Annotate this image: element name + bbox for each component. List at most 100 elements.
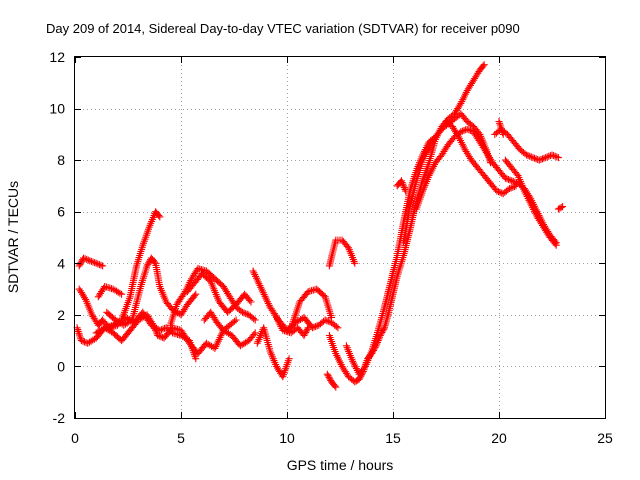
data-point: [499, 130, 507, 138]
data-point: [542, 154, 550, 162]
data-point: [81, 255, 89, 263]
data-point: [158, 333, 166, 341]
data-point: [302, 328, 310, 336]
data-point: [495, 118, 503, 125]
data-point: [323, 370, 331, 378]
data-point: [172, 330, 180, 338]
data-point: [325, 373, 333, 381]
data-point: [79, 337, 87, 345]
data-point: [328, 313, 335, 321]
data-point: [232, 316, 240, 324]
data-point: [449, 135, 457, 142]
data-point: [157, 326, 165, 334]
data-point: [351, 259, 359, 267]
data-point: [559, 203, 567, 211]
data-point: [401, 185, 409, 193]
data-point: [466, 127, 474, 134]
data-point: [462, 116, 470, 124]
data-point: [400, 182, 408, 190]
data-point: [402, 187, 410, 195]
data-point: [496, 119, 504, 127]
data-point: [143, 262, 151, 270]
data-point: [548, 151, 556, 159]
data-point: [87, 257, 95, 265]
data-point: [80, 254, 87, 262]
x-tick-label: 25: [597, 430, 613, 446]
data-point: [239, 308, 246, 316]
data-point: [83, 255, 91, 263]
data-point: [506, 185, 514, 192]
chart-title: Day 209 of 2014, Sidereal Day-to-day VTE…: [46, 21, 520, 36]
data-point: [557, 203, 565, 211]
x-axis-label: GPS time / hours: [287, 457, 394, 473]
data-point: [332, 323, 340, 330]
data-point: [399, 180, 407, 188]
data-point: [498, 189, 506, 197]
data-point: [246, 296, 254, 304]
data-points: [73, 61, 567, 391]
data-point: [281, 327, 288, 335]
data-point: [151, 258, 158, 266]
data-point: [458, 127, 466, 135]
data-point: [89, 258, 97, 266]
data-point: [454, 131, 462, 139]
data-point: [507, 184, 515, 192]
data-point: [231, 317, 238, 325]
data-point: [300, 332, 308, 339]
data-point: [154, 332, 162, 339]
y-tick-label: 4: [57, 255, 65, 271]
plot-frame: [74, 56, 606, 419]
data-point: [380, 325, 388, 333]
data-point: [86, 257, 94, 265]
data-point: [535, 156, 543, 164]
data-point: [539, 155, 546, 163]
data-point: [540, 154, 548, 162]
data-point: [310, 323, 318, 331]
data-point: [552, 241, 560, 249]
data-point: [97, 261, 105, 269]
data-point: [495, 188, 502, 196]
data-point: [326, 375, 334, 383]
data-point: [91, 259, 99, 267]
data-point: [532, 155, 540, 163]
data-point: [493, 187, 501, 195]
data-point: [194, 264, 202, 272]
data-point: [553, 153, 561, 161]
data-point: [537, 156, 545, 163]
data-point: [84, 256, 92, 264]
data-point: [156, 213, 164, 221]
data-point: [116, 289, 124, 297]
data-point: [508, 177, 516, 185]
data-point: [506, 176, 514, 184]
y-tick-label: 10: [49, 101, 65, 117]
data-point: [510, 183, 518, 191]
data-point: [247, 298, 255, 306]
data-point: [524, 152, 532, 160]
data-point: [192, 355, 200, 363]
data-point: [303, 327, 310, 335]
data-point: [460, 127, 468, 134]
data-point: [523, 151, 531, 159]
data-point: [526, 152, 534, 160]
data-point: [529, 154, 537, 162]
data-point: [312, 323, 320, 330]
data-point: [251, 316, 259, 324]
data-point: [531, 154, 538, 162]
data-point: [99, 325, 107, 333]
data-point: [554, 154, 562, 162]
data-point: [251, 329, 259, 337]
data-point: [303, 325, 311, 333]
data-point: [118, 290, 126, 298]
data-point: [81, 294, 88, 302]
y-axis-label: SDTVAR / TECUs: [5, 181, 21, 293]
x-tick-label: 15: [385, 430, 401, 446]
x-tick-label: 20: [491, 430, 507, 446]
data-point: [285, 355, 293, 363]
data-point: [323, 317, 331, 325]
data-point: [377, 330, 385, 338]
data-point: [331, 382, 339, 390]
data-point: [240, 309, 248, 317]
data-point: [101, 324, 109, 332]
data-point: [398, 179, 406, 186]
y-tick-label: 6: [57, 204, 65, 220]
